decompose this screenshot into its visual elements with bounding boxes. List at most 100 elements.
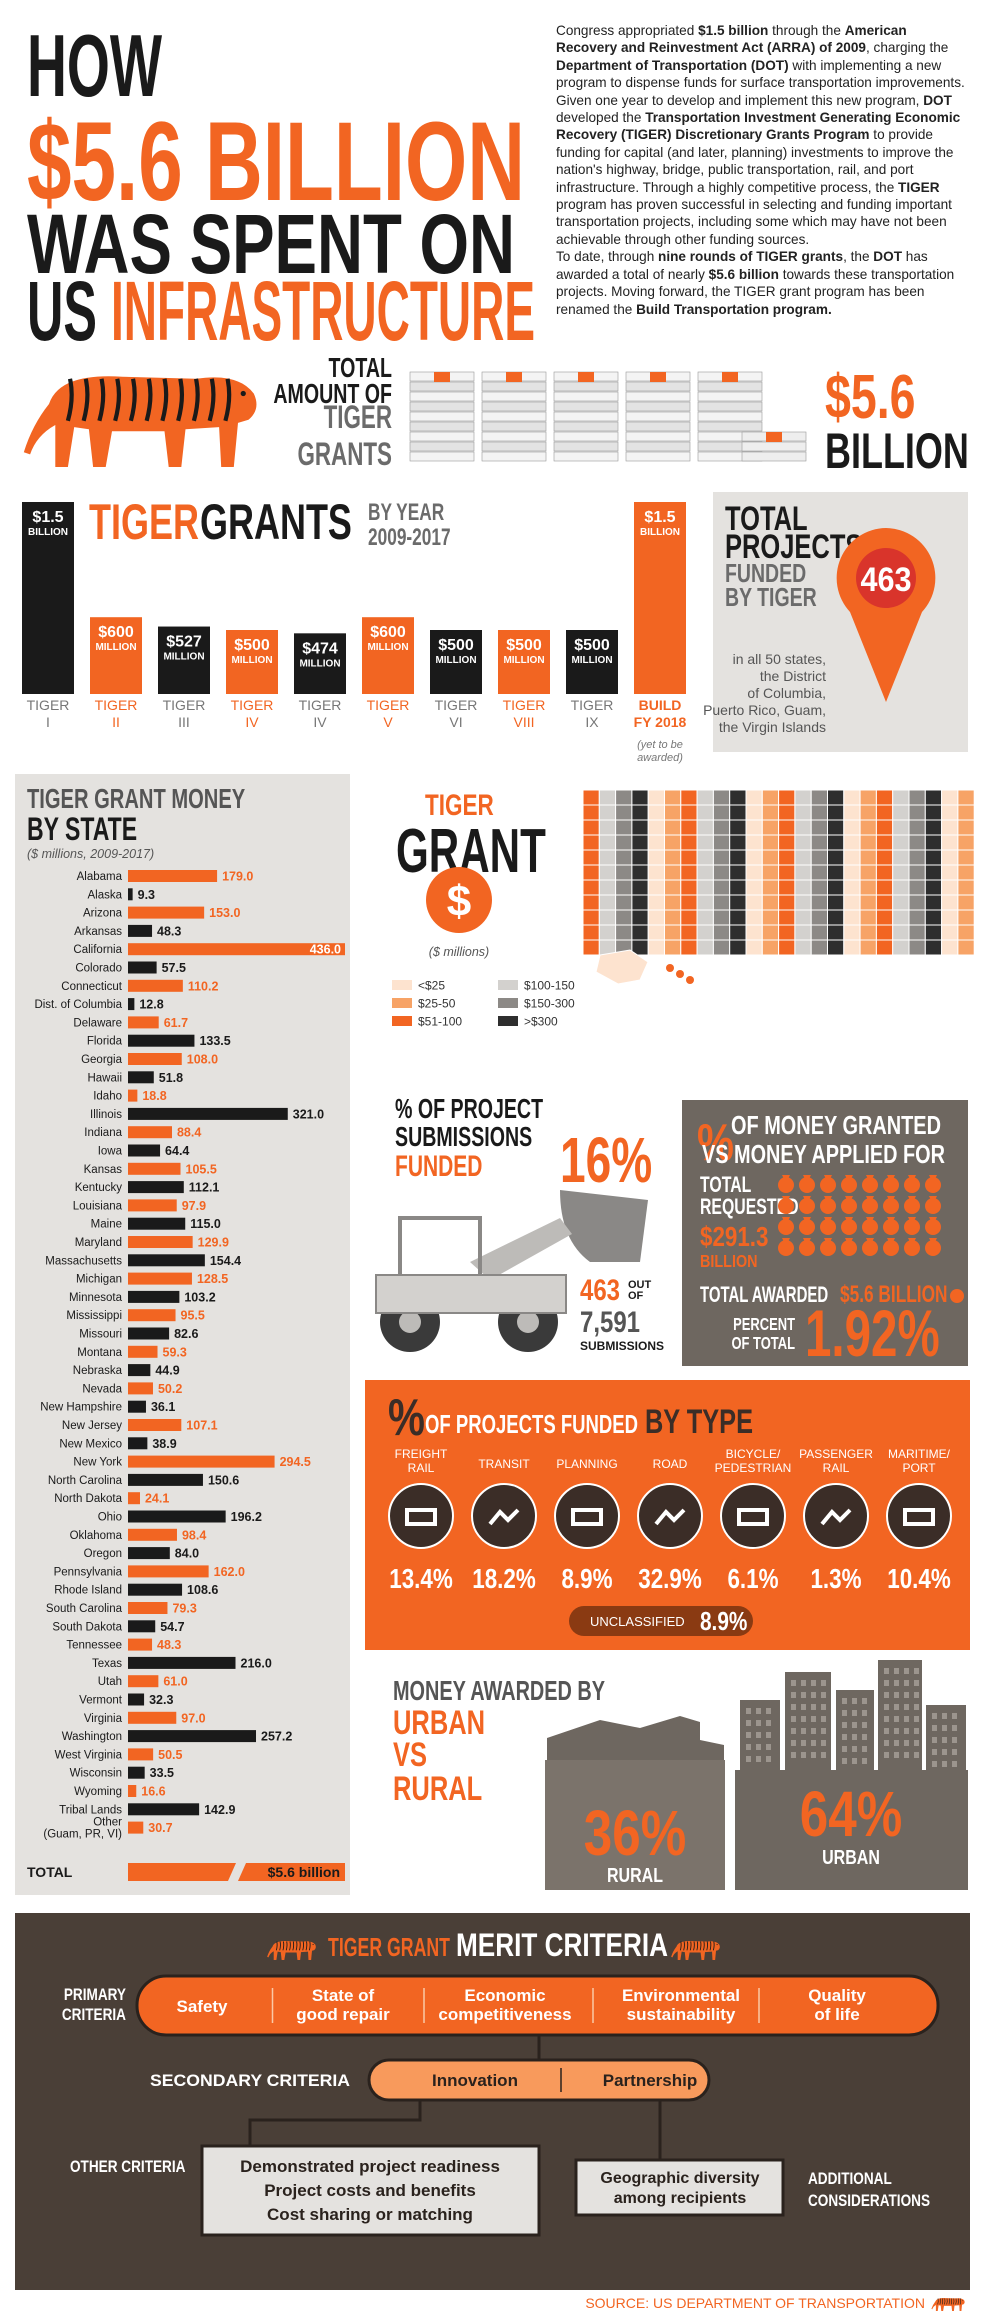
bar-value-label: 216.0: [241, 1656, 272, 1670]
y-tick-label: Ohio: [98, 1512, 122, 1524]
tiger-stripe: [699, 1941, 702, 1951]
map-region: [696, 789, 714, 806]
tiger-eye: [312, 1944, 314, 1946]
tiger-body: [931, 2298, 965, 2311]
map-region: [924, 924, 943, 941]
bar: [128, 1327, 170, 1340]
tiger-stripe: [946, 2298, 948, 2305]
map-region: [843, 939, 861, 956]
map-region: [843, 864, 861, 881]
tiger-stripe: [696, 1941, 699, 1951]
total-label: AMOUNT OF: [273, 379, 392, 410]
map-region: [778, 819, 796, 836]
y-tick-label: Dist. of Columbia: [34, 999, 122, 1011]
map-region: [729, 894, 747, 911]
text: to provide funding for capital (and late…: [556, 127, 954, 195]
map-region: [631, 819, 649, 836]
building-window: [852, 1746, 857, 1752]
money-stack: [409, 401, 475, 412]
map-region: [647, 864, 666, 881]
bar: [128, 1089, 138, 1102]
connector: [248, 2100, 662, 2160]
bar: [128, 1217, 186, 1230]
money-bag-top: [824, 1238, 832, 1242]
money-bag-top: [929, 1217, 937, 1221]
money-stack: [481, 401, 547, 412]
tiger-stripe: [128, 378, 137, 422]
bold-text: Transportation Investment Generating Eco…: [556, 110, 961, 143]
map-region: [598, 849, 617, 866]
money-bag: [862, 1177, 878, 1193]
unclassified-label: UNCLASSIFIED: [590, 1614, 685, 1629]
bar: [128, 943, 345, 956]
map-region: [908, 864, 926, 881]
bar: [128, 1419, 182, 1431]
map-region: [843, 819, 861, 836]
money-bag: [862, 1219, 878, 1235]
money-band: [506, 372, 522, 382]
money-band: [766, 432, 782, 442]
building-window: [894, 1668, 899, 1674]
building-window: [942, 1737, 947, 1743]
map-region: [582, 864, 600, 881]
bar-value-label: 105.5: [186, 1162, 217, 1176]
bulldozer-cab: [398, 1216, 482, 1282]
bar-value-label: 50.5: [158, 1748, 182, 1762]
bar-value-label: 108.6: [187, 1583, 218, 1597]
bar-value-label: $500 MILLION: [435, 637, 476, 666]
map-region: [794, 849, 812, 866]
type-name: PASSENGER RAIL: [799, 1447, 873, 1475]
submissions-title: SUBMISSIONS: [395, 1122, 532, 1153]
projects-panel: [713, 492, 968, 752]
x-tick-label: TIGER IV: [231, 697, 274, 730]
money-bag-top: [887, 1217, 895, 1221]
bar-value-label: 59.3: [163, 1345, 187, 1359]
bar-value-label: 150.6: [208, 1473, 239, 1487]
building-window: [894, 1752, 899, 1758]
bar-value-label: 38.9: [152, 1437, 176, 1451]
secondary-criterion: Partnership: [603, 2071, 697, 2090]
map-region: [908, 789, 926, 806]
building-window: [842, 1698, 847, 1704]
building-window: [914, 1716, 919, 1722]
tiger-stripe: [944, 2298, 946, 2305]
money-stack: [625, 391, 691, 402]
types-symbol: %: [388, 1388, 425, 1447]
bold-text: DOT: [923, 92, 952, 108]
money-bag-top: [824, 1196, 832, 1200]
y-tick-label: Kansas: [84, 1164, 123, 1176]
map-region: [892, 819, 910, 836]
other-label: OTHER CRITERIA: [70, 2158, 185, 2177]
map-region: [680, 819, 698, 836]
map-region: [892, 849, 910, 866]
map-region: [745, 909, 763, 926]
map-region: [615, 924, 633, 941]
map-region: [615, 864, 633, 881]
money-stack: [553, 431, 619, 442]
total-label: TIGER: [324, 399, 392, 435]
map-region: [729, 939, 747, 956]
building-window: [852, 1710, 857, 1716]
money-bag-top: [908, 1217, 916, 1221]
x-tick-label: BUILD FY 2018: [634, 697, 687, 730]
money-bag-top: [845, 1175, 853, 1179]
money-label: TOTAL REQUESTED: [700, 1174, 799, 1220]
map-region: [892, 939, 910, 956]
bar: [128, 1528, 177, 1541]
bar: [128, 1565, 209, 1578]
building-window: [952, 1761, 957, 1767]
map-region: [924, 819, 943, 836]
money-stack: [553, 411, 619, 422]
bulldozer-bucket: [560, 1190, 648, 1262]
map-region: [957, 864, 975, 881]
building-window: [862, 1746, 867, 1752]
y-tick-label: Vermont: [79, 1695, 123, 1707]
map-region: [794, 834, 812, 851]
building-window: [746, 1756, 751, 1762]
pin-center: [856, 548, 916, 608]
bar-value-label: 82.6: [174, 1327, 198, 1341]
map-region: [729, 819, 747, 836]
map-region: [941, 849, 959, 866]
map-region: [892, 879, 910, 896]
bar-value-label: 44.9: [155, 1364, 179, 1378]
